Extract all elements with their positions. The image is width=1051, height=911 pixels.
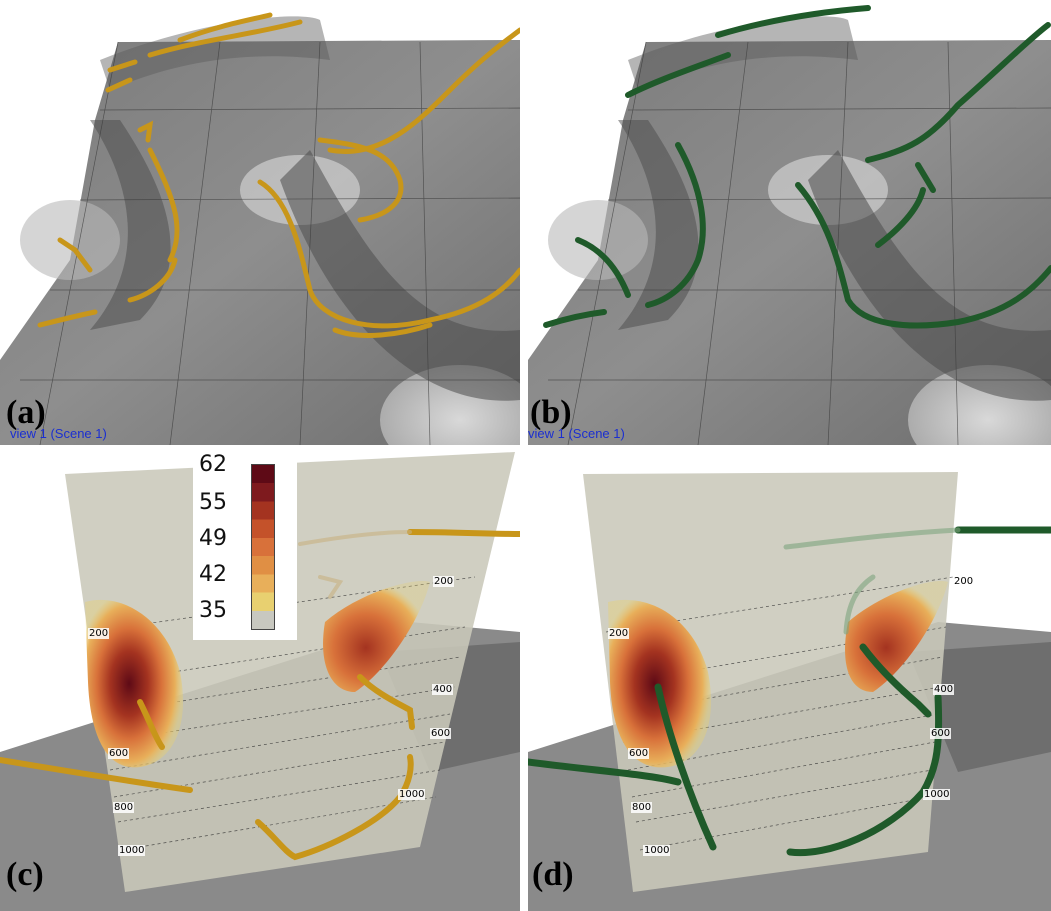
panel-label: (b) bbox=[530, 394, 572, 431]
pressure-tick: 600 bbox=[930, 728, 952, 739]
panel-label: (c) bbox=[6, 856, 44, 893]
pressure-tick: 800 bbox=[631, 802, 653, 813]
wind-speed-contour bbox=[85, 599, 184, 768]
pressure-tick: 600 bbox=[108, 748, 130, 759]
wind-speed-contour bbox=[845, 581, 948, 692]
panel-d-scene bbox=[528, 472, 1051, 911]
panel-label: (d) bbox=[532, 856, 574, 893]
pressure-tick: 400 bbox=[933, 684, 955, 695]
vertical-cross-section bbox=[65, 452, 515, 892]
jet-core-tubes bbox=[0, 529, 520, 861]
panel-b: (b) view 1 (Scene 1) bbox=[528, 0, 1051, 445]
vertical-cross-section bbox=[583, 472, 958, 892]
legend-label: 62 bbox=[199, 452, 227, 477]
isosurface bbox=[808, 150, 1051, 401]
jet-core-tubes-faded bbox=[783, 527, 961, 635]
panel-a: (a) view 1 (Scene 1) bbox=[0, 0, 520, 445]
pressure-tick: 200 bbox=[608, 628, 630, 639]
legend-label: 49 bbox=[199, 526, 227, 551]
map-ground bbox=[908, 642, 1051, 772]
pressure-tick: 600 bbox=[628, 748, 650, 759]
panel-a-scene bbox=[0, 12, 520, 445]
legend-label: 55 bbox=[199, 490, 227, 515]
pressure-tick: 400 bbox=[432, 684, 454, 695]
pressure-tick: 200 bbox=[953, 576, 975, 587]
legend-color-bar bbox=[251, 464, 275, 630]
panel-c: 62 55 49 42 35 200 600 800 1000 200 400 … bbox=[0, 452, 520, 911]
wind-speed-contour bbox=[608, 599, 712, 768]
pressure-tick: 1000 bbox=[643, 845, 671, 856]
wind-speed-contour bbox=[323, 581, 430, 692]
isosurface bbox=[100, 16, 330, 90]
panel-label: (a) bbox=[6, 394, 46, 431]
panel-d: 200 600 800 1000 200 400 600 1000 (d) bbox=[528, 452, 1051, 911]
panel-c-scene bbox=[0, 452, 520, 911]
panel-b-scene bbox=[528, 5, 1051, 445]
lat-lon-grid bbox=[20, 41, 520, 445]
pressure-tick: 200 bbox=[433, 576, 455, 587]
pressure-tick: 600 bbox=[430, 728, 452, 739]
jet-core-tubes bbox=[543, 5, 1051, 329]
isosurface bbox=[90, 120, 171, 330]
legend-label: 42 bbox=[199, 562, 227, 587]
lat-lon-grid bbox=[548, 41, 1051, 445]
isosurface bbox=[280, 150, 520, 401]
jet-core-tubes bbox=[37, 12, 520, 338]
view-label: view 1 (Scene 1) bbox=[10, 426, 107, 441]
jet-core-tubes-faded bbox=[298, 530, 412, 599]
color-legend: 62 55 49 42 35 bbox=[193, 452, 297, 640]
pressure-tick: 1000 bbox=[398, 789, 426, 800]
view-label: view 1 (Scene 1) bbox=[528, 426, 625, 441]
pressure-tick: 1000 bbox=[118, 845, 146, 856]
white-region bbox=[548, 200, 648, 280]
white-region bbox=[20, 200, 120, 280]
pressure-tick: 800 bbox=[113, 802, 135, 813]
isosurface bbox=[618, 120, 699, 330]
jet-core-tubes bbox=[528, 526, 1051, 857]
pressure-tick: 1000 bbox=[923, 789, 951, 800]
pressure-tick: 200 bbox=[88, 628, 110, 639]
legend-label: 35 bbox=[199, 598, 227, 623]
